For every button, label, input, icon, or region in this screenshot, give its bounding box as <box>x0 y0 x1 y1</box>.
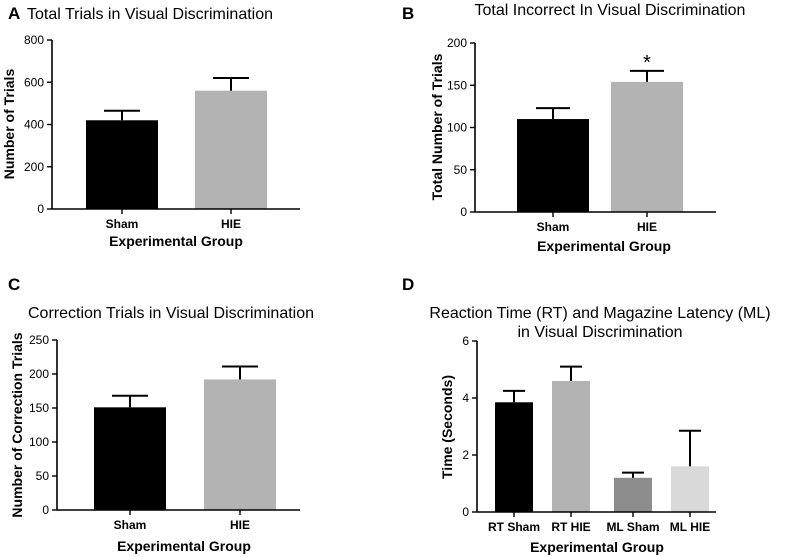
x-tick-label: Sham <box>106 217 139 231</box>
y-tick-label: 800 <box>24 33 44 47</box>
chart-title-line: Total Incorrect In Visual Discrimination <box>475 2 746 19</box>
panel-letter: D <box>402 275 414 294</box>
chart-title-line: Correction Trials in Visual Discriminati… <box>28 305 314 322</box>
y-tick-label: 0 <box>37 202 44 216</box>
chart-title-line: Reaction Time (RT) and Magazine Latency … <box>429 305 770 322</box>
y-tick-label: 150 <box>29 401 49 415</box>
bar-rt-hie <box>552 381 590 512</box>
y-tick-label: 4 <box>462 391 469 405</box>
chart-title: Total Trials in Visual Discrimination <box>27 6 273 23</box>
panel-letter: B <box>402 4 414 23</box>
y-tick-label: 0 <box>460 205 467 219</box>
bar-sham <box>94 407 166 510</box>
y-tick-label: 6 <box>462 334 469 348</box>
x-axis-label: Experimental Group <box>530 539 664 555</box>
y-tick-label: 150 <box>447 78 467 92</box>
x-tick-label: RT HIE <box>551 520 590 534</box>
bar-ml-hie <box>671 466 709 512</box>
chart-title: Reaction Time (RT) and Magazine Latency … <box>429 305 770 341</box>
x-tick-label: HIE <box>637 220 657 234</box>
panel-b: B Total Incorrect In Visual Discriminatio… <box>402 2 745 254</box>
y-tick-label: 600 <box>24 75 44 89</box>
x-axis-label: Experimental Group <box>109 233 243 249</box>
y-tick-label: 50 <box>454 163 468 177</box>
panel-c: C Correction Trials in Visual Discriminat… <box>8 275 314 554</box>
x-tick-label: ML HIE <box>670 520 710 534</box>
bar-sham <box>517 119 589 212</box>
bar-hie <box>204 379 276 510</box>
y-tick-label: 100 <box>447 121 467 135</box>
y-tick-label: 100 <box>29 435 49 449</box>
panel-d: D Reaction Time (RT) and Magazine Latency… <box>402 275 771 555</box>
y-tick-label: 200 <box>29 367 49 381</box>
significance-marker: * <box>643 52 651 74</box>
panel-a: A Total Trials in Visual Discrimination 0 2… <box>1 4 300 249</box>
y-axis-label: Number of Correction Trials <box>9 332 25 517</box>
x-tick-label: Sham <box>537 220 570 234</box>
chart-title: Total Incorrect In Visual Discrimination <box>475 2 746 19</box>
x-tick-label: HIE <box>230 518 250 532</box>
x-tick-label: HIE <box>221 217 241 231</box>
x-axis-label: Experimental Group <box>117 538 251 554</box>
panel-letter: C <box>8 275 20 294</box>
x-tick-label: RT Sham <box>488 520 540 534</box>
x-tick-label: ML Sham <box>606 520 659 534</box>
y-tick-label: 50 <box>36 469 50 483</box>
y-axis-label: Number of Trials <box>1 69 17 180</box>
bar-sham <box>86 120 158 209</box>
y-tick-label: 200 <box>447 36 467 50</box>
y-tick-label: 2 <box>462 448 469 462</box>
bar-ml-sham <box>614 478 652 512</box>
y-axis-label: Time (Seconds) <box>439 375 455 479</box>
y-tick-label: 0 <box>462 505 469 519</box>
bar-hie <box>611 82 683 212</box>
x-axis-label: Experimental Group <box>537 238 671 254</box>
y-tick-label: 0 <box>42 503 49 517</box>
y-axis-label: Total Number of Trials <box>429 53 445 200</box>
figure-canvas: A Total Trials in Visual Discrimination 0 2… <box>0 0 785 557</box>
bar-rt-sham <box>495 402 533 512</box>
panel-letter: A <box>8 4 20 23</box>
y-tick-label: 400 <box>24 118 44 132</box>
chart-title-line: Total Trials in Visual Discrimination <box>27 6 273 23</box>
bar-hie <box>195 91 267 209</box>
chart-title: Correction Trials in Visual Discriminati… <box>28 305 314 322</box>
y-tick-label: 200 <box>24 160 44 174</box>
chart-title-line: in Visual Discrimination <box>517 324 682 341</box>
x-tick-label: Sham <box>114 518 147 532</box>
y-tick-label: 250 <box>29 333 49 347</box>
